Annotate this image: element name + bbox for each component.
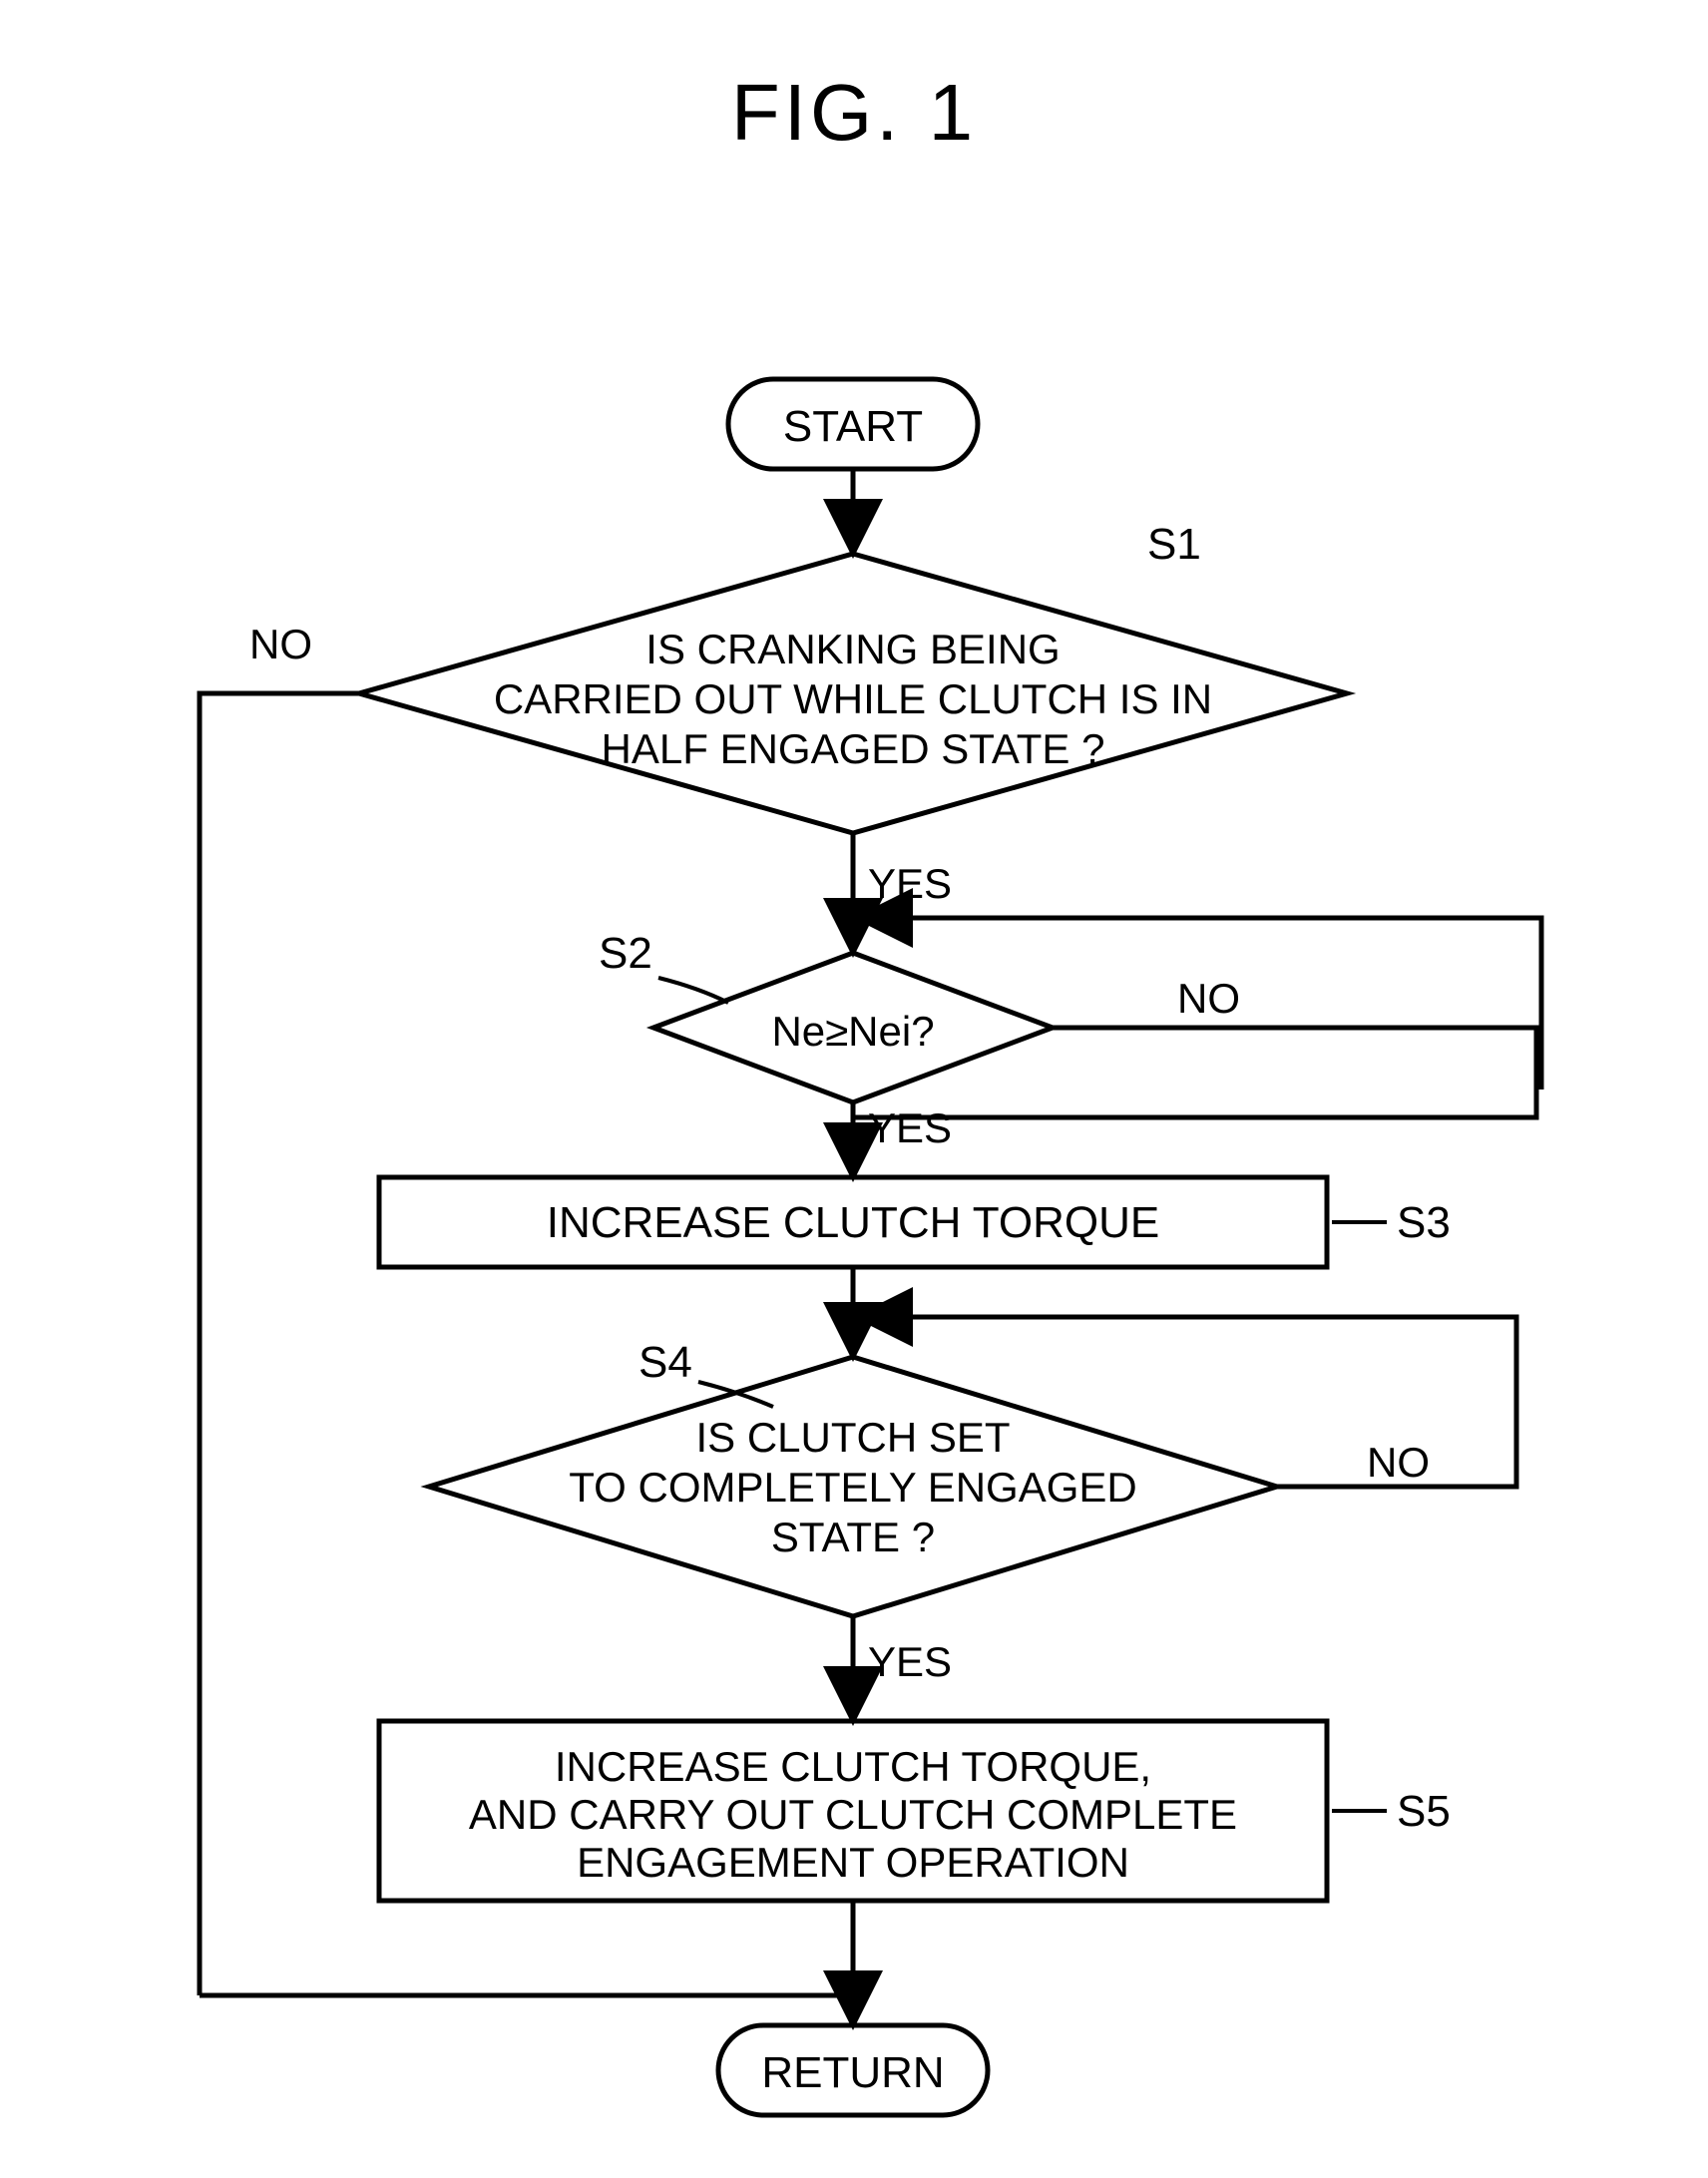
s1-no: NO: [249, 621, 312, 667]
s4-line3: STATE ?: [771, 1514, 935, 1560]
s3-text: INCREASE CLUTCH TORQUE: [547, 1198, 1159, 1247]
s2-yes: YES: [868, 1104, 952, 1151]
process-s3: INCREASE CLUTCH TORQUE: [379, 1177, 1327, 1267]
s1-yes: YES: [868, 860, 952, 907]
s4-line1: IS CLUTCH SET: [695, 1414, 1010, 1461]
s2-no: NO: [1177, 975, 1240, 1022]
decision-s1: IS CRANKING BEING CARRIED OUT WHILE CLUT…: [359, 554, 1347, 833]
flowchart-svg: FIG. 1 START IS CRANKING BEING CARRIED O…: [0, 0, 1708, 2178]
start-label: START: [783, 402, 923, 451]
s5-label: S5: [1397, 1787, 1451, 1836]
flowchart-page: FIG. 1 START IS CRANKING BEING CARRIED O…: [0, 0, 1708, 2178]
s1-line2: CARRIED OUT WHILE CLUTCH IS IN: [494, 675, 1212, 722]
s4-yes: YES: [868, 1638, 952, 1685]
s3-label: S3: [1397, 1198, 1451, 1247]
s2-text: Ne≥Nei?: [771, 1008, 934, 1055]
s5-line1: INCREASE CLUTCH TORQUE,: [555, 1743, 1151, 1790]
s2-no-loop: [1053, 918, 1541, 1088]
decision-s2: Ne≥Nei?: [653, 953, 1053, 1102]
s1-line1: IS CRANKING BEING: [645, 626, 1060, 672]
start-node: START: [728, 379, 978, 469]
s1-line3: HALF ENGAGED STATE ?: [602, 725, 1105, 772]
s4-no: NO: [1367, 1439, 1430, 1486]
s1-label: S1: [1147, 520, 1201, 569]
return-label: RETURN: [761, 2048, 944, 2097]
s2-label: S2: [599, 929, 652, 978]
return-node: RETURN: [718, 2025, 988, 2115]
s5-line3: ENGAGEMENT OPERATION: [577, 1839, 1129, 1886]
s4-line2: TO COMPLETELY ENGAGED: [569, 1464, 1136, 1511]
s5-line2: AND CARRY OUT CLUTCH COMPLETE: [469, 1791, 1237, 1838]
decision-s4: IS CLUTCH SET TO COMPLETELY ENGAGED STAT…: [429, 1357, 1277, 1616]
process-s5: INCREASE CLUTCH TORQUE, AND CARRY OUT CL…: [379, 1721, 1327, 1901]
figure-title: FIG. 1: [731, 68, 977, 157]
s4-label: S4: [639, 1338, 692, 1387]
